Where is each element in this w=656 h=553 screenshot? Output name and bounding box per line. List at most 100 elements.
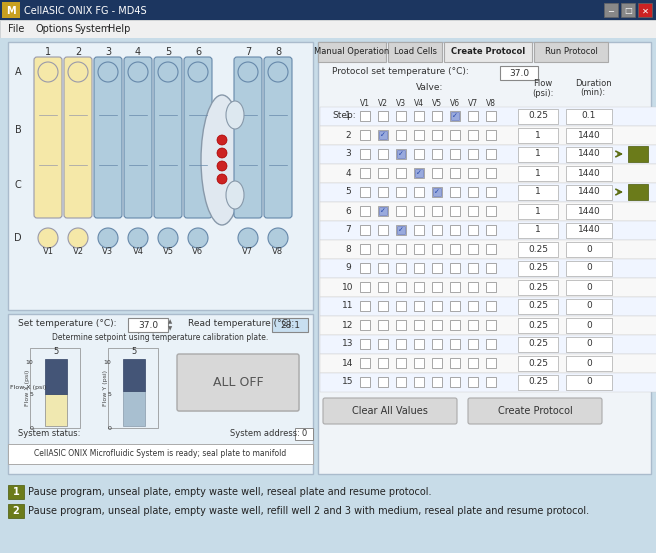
Bar	[450, 130, 460, 140]
Text: 0: 0	[586, 358, 592, 368]
Bar	[414, 339, 424, 349]
Text: 1: 1	[535, 187, 541, 196]
Text: 0: 0	[29, 425, 33, 430]
Bar	[433, 188, 441, 196]
Text: CellASIC ONIX Microfluidic System is ready; seal plate to manifold: CellASIC ONIX Microfluidic System is rea…	[34, 450, 286, 458]
Bar	[320, 145, 656, 164]
Bar	[486, 339, 496, 349]
Bar	[30, 348, 80, 428]
Bar	[566, 356, 612, 371]
Bar	[360, 358, 370, 368]
Text: 2: 2	[634, 187, 642, 197]
Bar	[638, 3, 652, 17]
Text: Load Cells: Load Cells	[394, 48, 436, 56]
Text: 7: 7	[345, 226, 351, 234]
Circle shape	[268, 228, 288, 248]
Text: ✓: ✓	[380, 208, 386, 214]
Bar	[45, 394, 67, 426]
Bar	[378, 263, 388, 273]
Bar	[468, 187, 478, 197]
Bar	[128, 318, 168, 332]
Bar	[450, 282, 460, 292]
FancyBboxPatch shape	[64, 57, 92, 218]
Bar	[414, 358, 424, 368]
Bar	[432, 282, 442, 292]
Text: 8: 8	[275, 47, 281, 57]
Bar	[486, 130, 496, 140]
Bar	[486, 111, 496, 121]
Bar	[8, 485, 24, 499]
Bar	[621, 3, 635, 17]
Bar	[414, 282, 424, 292]
Circle shape	[238, 62, 258, 82]
Bar	[0, 20, 656, 38]
Text: (min):: (min):	[581, 88, 605, 97]
Bar	[414, 263, 424, 273]
Bar	[396, 149, 406, 159]
Text: 3: 3	[105, 47, 111, 57]
Bar	[378, 244, 388, 254]
Text: 0.25: 0.25	[528, 321, 548, 330]
Text: 6: 6	[195, 47, 201, 57]
Text: 1: 1	[535, 226, 541, 234]
Bar	[0, 0, 656, 20]
Bar	[396, 358, 406, 368]
Text: V6: V6	[192, 248, 203, 257]
FancyBboxPatch shape	[264, 57, 292, 218]
Text: System: System	[74, 24, 110, 34]
Bar	[450, 149, 460, 159]
Bar	[320, 316, 656, 335]
Bar	[566, 299, 612, 314]
Text: C: C	[14, 180, 22, 190]
Bar	[320, 278, 656, 297]
Text: 11: 11	[342, 301, 354, 310]
Text: V1: V1	[43, 248, 54, 257]
Bar	[518, 261, 558, 276]
Bar	[468, 263, 478, 273]
Bar	[432, 187, 442, 197]
Text: 2: 2	[12, 506, 20, 516]
Text: Flow Y (psi): Flow Y (psi)	[104, 370, 108, 406]
Bar	[123, 391, 145, 426]
Bar	[566, 261, 612, 276]
Bar	[566, 109, 612, 124]
Bar	[378, 187, 388, 197]
Text: Valve:: Valve:	[417, 84, 443, 92]
Bar	[451, 112, 459, 120]
Circle shape	[217, 148, 227, 158]
Bar	[378, 301, 388, 311]
Bar	[123, 359, 145, 391]
Text: 5: 5	[107, 393, 111, 398]
Circle shape	[217, 161, 227, 171]
Text: V3: V3	[102, 248, 113, 257]
Text: V2: V2	[378, 98, 388, 107]
Bar	[432, 358, 442, 368]
Text: 5: 5	[29, 393, 33, 398]
Bar	[360, 263, 370, 273]
Bar	[486, 301, 496, 311]
Bar	[566, 242, 612, 257]
Text: Create Protocol: Create Protocol	[498, 406, 573, 416]
Circle shape	[238, 228, 258, 248]
Bar	[450, 320, 460, 330]
Text: 5: 5	[53, 347, 58, 356]
Text: V4: V4	[414, 98, 424, 107]
Circle shape	[188, 62, 208, 82]
Text: 10: 10	[103, 359, 111, 364]
Bar	[566, 337, 612, 352]
Bar	[432, 320, 442, 330]
Bar	[178, 355, 298, 410]
Bar	[566, 280, 612, 295]
Bar	[8, 444, 313, 464]
Text: 1440: 1440	[578, 149, 600, 159]
Text: 0.25: 0.25	[528, 263, 548, 273]
Bar	[468, 282, 478, 292]
Circle shape	[98, 62, 118, 82]
Bar	[432, 301, 442, 311]
Bar	[534, 42, 608, 62]
Text: Duration: Duration	[575, 80, 611, 88]
Text: Manual Operation: Manual Operation	[314, 48, 390, 56]
Text: 5: 5	[165, 47, 171, 57]
Bar	[486, 320, 496, 330]
Bar	[432, 244, 442, 254]
